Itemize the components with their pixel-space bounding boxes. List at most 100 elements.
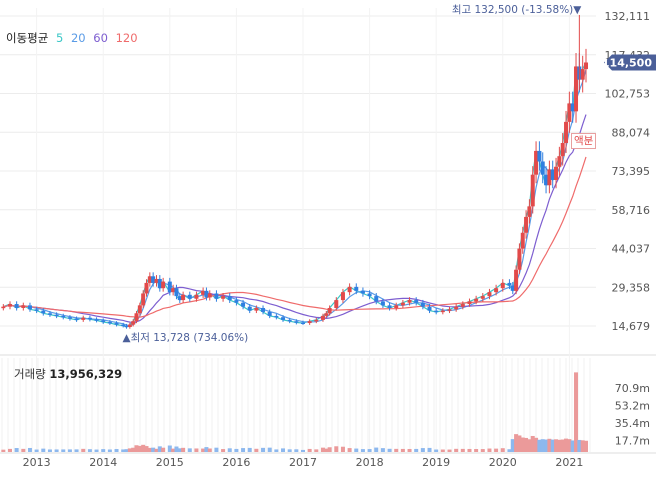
volume-bar[interactable]: [570, 440, 575, 452]
volume-bar[interactable]: [447, 449, 452, 452]
candle[interactable]: [214, 293, 219, 299]
volume-bar[interactable]: [440, 449, 445, 452]
volume-bar[interactable]: [374, 447, 379, 452]
volume-bar[interactable]: [137, 445, 142, 452]
volume-bar[interactable]: [354, 448, 359, 452]
legend-ma120[interactable]: 120: [115, 31, 138, 45]
volume-bar[interactable]: [254, 448, 259, 452]
volume-bar[interactable]: [347, 448, 352, 452]
candle[interactable]: [514, 269, 519, 291]
volume-bar[interactable]: [21, 448, 26, 452]
candle[interactable]: [560, 143, 565, 157]
candle[interactable]: [227, 296, 232, 301]
candle[interactable]: [61, 315, 66, 318]
candle[interactable]: [167, 281, 172, 293]
candle[interactable]: [27, 305, 32, 310]
candle[interactable]: [34, 309, 39, 311]
volume-bar[interactable]: [147, 447, 152, 452]
candle[interactable]: [320, 315, 325, 320]
volume-bar[interactable]: [107, 449, 112, 452]
candle[interactable]: [157, 278, 162, 289]
volume-bar[interactable]: [514, 434, 519, 452]
volume-bar[interactable]: [14, 448, 19, 452]
volume-bar[interactable]: [287, 449, 292, 452]
volume-bar[interactable]: [234, 448, 239, 452]
volume-bar[interactable]: [324, 448, 329, 452]
volume-bar[interactable]: [530, 435, 535, 452]
candle[interactable]: [1, 306, 6, 309]
candle[interactable]: [137, 305, 142, 314]
candle[interactable]: [7, 304, 12, 307]
volume-bar[interactable]: [307, 448, 312, 452]
candle[interactable]: [380, 301, 385, 306]
volume-bar[interactable]: [557, 439, 562, 452]
volume-bar[interactable]: [167, 445, 172, 452]
volume-bar[interactable]: [564, 438, 569, 452]
volume-bar[interactable]: [584, 440, 589, 452]
candle[interactable]: [547, 169, 552, 186]
volume-bar[interactable]: [387, 448, 392, 452]
volume-bar[interactable]: [121, 449, 126, 452]
candle[interactable]: [374, 296, 379, 302]
legend-ma20[interactable]: 20: [70, 31, 86, 45]
volume-bar[interactable]: [560, 439, 565, 452]
volume-bar[interactable]: [580, 440, 585, 452]
volume-bar[interactable]: [157, 446, 162, 452]
candle[interactable]: [287, 319, 292, 322]
volume-bar[interactable]: [510, 439, 515, 452]
volume-bar[interactable]: [194, 448, 199, 452]
candle[interactable]: [14, 304, 19, 308]
volume-bar[interactable]: [527, 439, 532, 452]
candle[interactable]: [241, 302, 246, 307]
candle[interactable]: [87, 317, 92, 320]
candle[interactable]: [420, 302, 425, 307]
candle[interactable]: [324, 313, 329, 316]
candle[interactable]: [201, 290, 206, 295]
volume-bar[interactable]: [131, 447, 136, 452]
candle[interactable]: [400, 302, 405, 306]
volume-bar[interactable]: [434, 449, 439, 452]
candle[interactable]: [360, 290, 365, 294]
candle[interactable]: [530, 174, 535, 207]
candle[interactable]: [124, 325, 129, 328]
volume-bar[interactable]: [474, 449, 479, 452]
volume-bar[interactable]: [74, 449, 79, 452]
volume-bar[interactable]: [207, 448, 212, 452]
volume-bar[interactable]: [174, 446, 179, 452]
candle[interactable]: [517, 248, 522, 270]
candle[interactable]: [554, 166, 559, 180]
volume-bar[interactable]: [487, 448, 492, 452]
candle[interactable]: [151, 276, 156, 283]
volume-bar[interactable]: [161, 447, 166, 452]
volume-bar[interactable]: [241, 448, 246, 452]
volume-bar[interactable]: [54, 449, 59, 452]
volume-bar[interactable]: [400, 448, 405, 452]
candle[interactable]: [74, 318, 79, 321]
volume-bar[interactable]: [494, 448, 499, 452]
volume-bar[interactable]: [247, 447, 252, 452]
candle[interactable]: [21, 305, 26, 308]
candle[interactable]: [474, 298, 479, 302]
volume-bar[interactable]: [127, 448, 132, 452]
candle[interactable]: [131, 321, 136, 325]
volume-bar[interactable]: [540, 439, 545, 452]
candle[interactable]: [174, 288, 179, 297]
candle[interactable]: [101, 320, 106, 322]
candle[interactable]: [414, 300, 419, 303]
volume-bar[interactable]: [567, 439, 572, 452]
candle[interactable]: [500, 282, 505, 289]
volume-bar[interactable]: [574, 372, 579, 452]
volume-bar[interactable]: [480, 449, 485, 452]
volume-bar[interactable]: [427, 447, 432, 452]
volume-bar[interactable]: [534, 437, 539, 452]
volume-bar[interactable]: [87, 449, 92, 452]
candle[interactable]: [204, 290, 209, 298]
candle[interactable]: [54, 314, 59, 317]
volume-bar[interactable]: [420, 448, 425, 452]
volume-bar[interactable]: [41, 448, 46, 452]
volume-bar[interactable]: [360, 449, 365, 452]
candle[interactable]: [480, 296, 485, 299]
candle[interactable]: [221, 296, 226, 299]
volume-bar[interactable]: [367, 449, 372, 452]
